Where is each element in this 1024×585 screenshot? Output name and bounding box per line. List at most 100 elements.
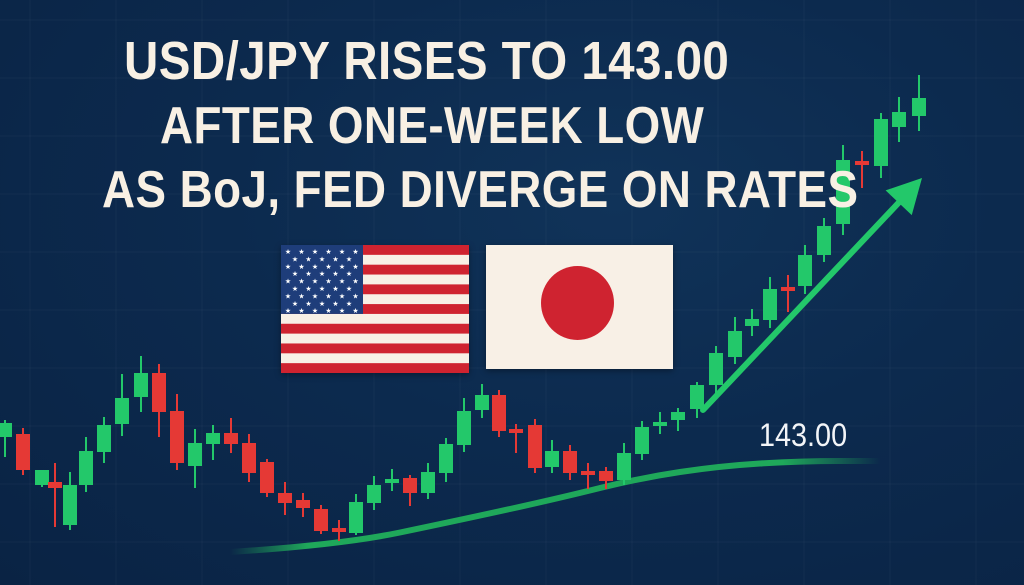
svg-text:★: ★ — [346, 270, 352, 278]
candle — [188, 429, 202, 488]
svg-text:★: ★ — [292, 300, 298, 308]
svg-text:★: ★ — [325, 248, 331, 256]
candle — [439, 438, 453, 482]
candle — [509, 424, 523, 453]
candle — [781, 275, 795, 312]
trend-arrow-icon — [700, 178, 922, 413]
svg-text:★: ★ — [332, 270, 338, 278]
candle — [314, 505, 328, 534]
candle — [367, 476, 381, 510]
svg-text:★: ★ — [332, 285, 338, 293]
svg-text:★: ★ — [312, 307, 318, 315]
svg-text:★: ★ — [312, 248, 318, 256]
candle — [115, 374, 129, 436]
candle — [206, 425, 220, 460]
svg-text:★: ★ — [352, 292, 358, 300]
candle — [836, 145, 850, 235]
candle — [457, 398, 471, 452]
svg-text:★: ★ — [292, 285, 298, 293]
svg-text:★: ★ — [325, 307, 331, 315]
candle — [385, 469, 399, 491]
candle — [855, 151, 869, 188]
candle — [798, 245, 812, 294]
svg-text:★: ★ — [305, 300, 311, 308]
svg-text:★: ★ — [325, 263, 331, 271]
candle — [79, 437, 93, 492]
svg-text:★: ★ — [339, 292, 345, 300]
moving-average-curve — [227, 458, 883, 555]
candle — [563, 445, 577, 480]
candle — [278, 482, 292, 515]
candle — [617, 443, 631, 485]
candle — [97, 417, 111, 463]
candle — [0, 420, 12, 457]
candle — [599, 467, 613, 489]
us-flag-icon: ★ ★ ★ ★ ★ ★ ★ ★ ★ ★ ★ ★ ★ ★ ★ ★ ★ ★ ★ ★ ★ ★ ★ ★ ★ ★ ★ ★ ★ ★ ★ ★ ★ ★ ★ ★ ★ ★ ★ ★… — [281, 245, 469, 373]
candle — [728, 317, 742, 364]
svg-text:★: ★ — [285, 307, 291, 315]
svg-text:★: ★ — [352, 248, 358, 256]
svg-text:★: ★ — [298, 292, 304, 300]
candle — [332, 520, 346, 541]
candle — [817, 218, 831, 262]
candle — [242, 434, 256, 482]
candle — [63, 472, 77, 530]
candle — [349, 494, 363, 535]
candle — [421, 463, 435, 499]
svg-text:★: ★ — [292, 270, 298, 278]
svg-text:★: ★ — [325, 278, 331, 286]
svg-text:★: ★ — [352, 307, 358, 315]
candle — [690, 382, 704, 418]
candles-group — [0, 75, 926, 541]
candle — [709, 346, 723, 393]
candle — [745, 309, 759, 336]
price-label: 143.00 — [759, 417, 848, 453]
svg-text:★: ★ — [312, 263, 318, 271]
svg-text:★: ★ — [305, 255, 311, 263]
candle — [170, 394, 184, 470]
candle — [671, 408, 685, 431]
svg-text:★: ★ — [292, 255, 298, 263]
candle — [35, 470, 49, 487]
headline-line-3: AS BoJ, FED DIVERGE ON RATES — [102, 161, 859, 219]
svg-text:★: ★ — [319, 255, 325, 263]
svg-text:★: ★ — [298, 307, 304, 315]
svg-text:★: ★ — [332, 255, 338, 263]
headline-line-2: AFTER ONE-WEEK LOW — [160, 97, 705, 155]
svg-text:★: ★ — [352, 263, 358, 271]
candle — [874, 113, 888, 178]
candle — [260, 459, 274, 497]
candle — [763, 277, 777, 328]
candle — [16, 428, 30, 475]
japan-flag-disc — [541, 266, 614, 340]
svg-text:★: ★ — [305, 270, 311, 278]
candle — [892, 97, 906, 142]
svg-text:★: ★ — [325, 292, 331, 300]
svg-text:★: ★ — [285, 263, 291, 271]
svg-text:★: ★ — [332, 300, 338, 308]
candle — [296, 493, 310, 517]
svg-text:★: ★ — [339, 307, 345, 315]
svg-text:★: ★ — [339, 263, 345, 271]
svg-text:★: ★ — [339, 248, 345, 256]
svg-text:★: ★ — [298, 248, 304, 256]
candle — [528, 419, 542, 473]
svg-text:★: ★ — [346, 255, 352, 263]
candle — [545, 440, 559, 473]
svg-text:★: ★ — [298, 278, 304, 286]
candle — [403, 475, 417, 506]
japan-flag-icon — [486, 245, 673, 369]
candle — [581, 463, 595, 489]
candle — [635, 421, 649, 460]
svg-text:★: ★ — [319, 285, 325, 293]
candle — [224, 418, 238, 453]
candle — [912, 75, 926, 131]
headline-line-1: USD/JPY RISES TO 143.00 — [124, 31, 730, 91]
svg-text:★: ★ — [346, 300, 352, 308]
svg-text:★: ★ — [298, 263, 304, 271]
candle — [492, 390, 506, 437]
candle — [48, 463, 62, 527]
svg-text:★: ★ — [285, 292, 291, 300]
